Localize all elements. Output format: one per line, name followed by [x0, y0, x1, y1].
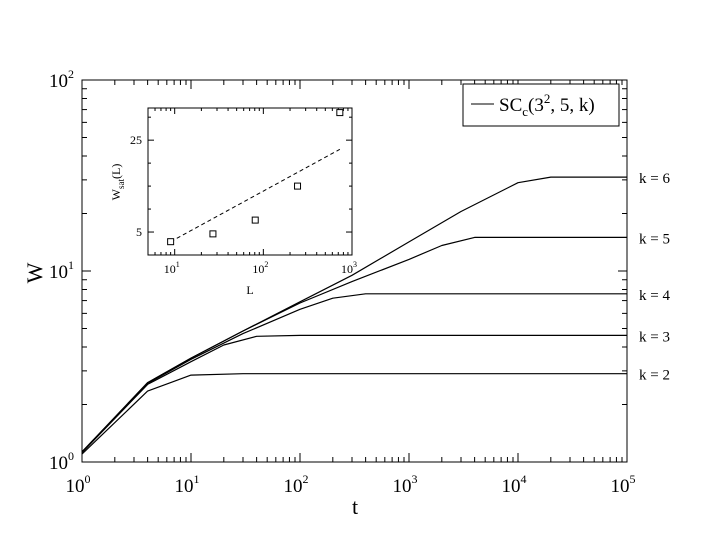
legend-text-main: SC [499, 95, 522, 116]
inset-x-axis-label: L [246, 283, 253, 297]
x-tick-label: 103 [393, 472, 418, 497]
legend-entry: SCc(32, 5, k) [499, 91, 595, 119]
inset-y-label-sub: sat [116, 179, 126, 189]
inset-data-point [336, 109, 344, 117]
legend-text-mid: (3 [528, 95, 544, 116]
x-tick-label: 105 [611, 472, 636, 497]
legend-box [462, 83, 620, 127]
inset-axis-ticks [147, 108, 353, 256]
legend-text-sub: c [522, 104, 528, 119]
x-tick-label: 102 [284, 472, 309, 497]
y-tick-label: 101 [49, 258, 74, 283]
y-tick-label: 100 [49, 449, 74, 474]
inset-x-tick-label: 103 [341, 260, 357, 276]
x-tick-label: 104 [502, 472, 527, 497]
legend: SCc(32, 5, k) [462, 83, 620, 127]
inset-y-label-main: W [109, 188, 123, 200]
inset-data-point [251, 216, 259, 224]
curve-label-k3: k = 3 [639, 329, 670, 345]
inset-x-tick-label: 101 [164, 260, 180, 276]
series-line-k3 [81, 334, 627, 454]
inset-tick-labels: 101 102 103 5 25 [130, 133, 357, 276]
series-line-k6 [81, 176, 627, 453]
curve-label-k4: k = 4 [639, 288, 670, 304]
inset-data-point [294, 182, 302, 190]
curve-label-k5: k = 5 [639, 231, 670, 247]
curve-label-k6: k = 6 [639, 171, 670, 187]
inset-marks [167, 109, 344, 246]
inset-plot-frame [147, 107, 353, 256]
x-tick-label: 101 [175, 472, 200, 497]
main-x-axis-label: t [352, 494, 358, 519]
inset-y-axis-label: Wsat(L) [109, 164, 126, 201]
x-tick-label: 100 [66, 472, 91, 497]
inset-data-point [209, 230, 217, 238]
main-axis-ticks [81, 79, 628, 463]
inset-y-tick-label: 5 [136, 225, 142, 239]
inset-y-tick-label: 25 [130, 133, 142, 147]
main-curves [81, 176, 627, 455]
legend-text-sup: 2 [544, 91, 551, 106]
legend-text-tail: , 5, k) [550, 95, 594, 116]
inset-x-tick-label: 102 [252, 260, 268, 276]
inset-y-label-tail: (L) [109, 164, 123, 179]
inset-data-point [167, 238, 175, 246]
curve-label-k2: k = 2 [639, 368, 670, 384]
main-tick-labels: 100 101 102 103 104 105 100 101 102 [49, 67, 636, 497]
series-line-k4 [81, 293, 627, 453]
series-line-k2 [81, 373, 627, 455]
main-y-axis-label: W [22, 262, 47, 283]
y-tick-label: 102 [49, 67, 74, 92]
curve-labels: k = 2 k = 3 k = 4 k = 5 k = 6 [639, 171, 670, 384]
inset-chart: 101 102 103 5 25 L Wsat(L) [109, 107, 357, 297]
